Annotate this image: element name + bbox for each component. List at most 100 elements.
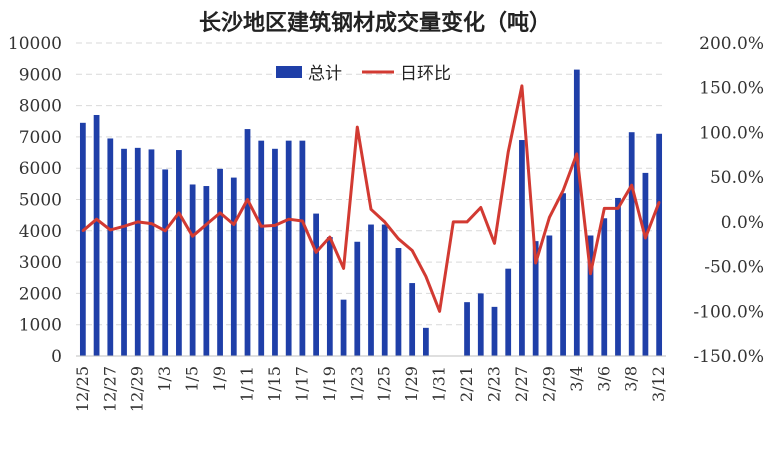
line-point [136, 220, 139, 224]
x-tick-label: 1/3 [155, 366, 174, 392]
x-tick-label: 12/27 [100, 366, 119, 412]
bar [176, 150, 182, 356]
line-point [150, 222, 153, 225]
legend-line-label: 日环比 [400, 64, 451, 84]
line-point [603, 207, 606, 210]
x-tick-label: 2/21 [457, 366, 476, 402]
bar [217, 168, 223, 356]
legend-bar-label: 总计 [308, 64, 342, 84]
bar [299, 140, 306, 356]
bar [203, 186, 210, 356]
bar [326, 237, 333, 356]
line-point [177, 211, 181, 215]
left-y-tick-label: 10000 [8, 34, 62, 54]
line-point [575, 152, 579, 156]
line-point [163, 229, 167, 232]
line-point [465, 220, 469, 224]
line-point [287, 217, 290, 221]
bar [656, 133, 663, 356]
line-series [81, 84, 661, 313]
left-y-tick-label: 5000 [19, 191, 62, 211]
x-tick-label: 1/9 [210, 366, 229, 392]
bar [368, 224, 374, 356]
right-y-axis: -150.0% -100.0% -50.0% 0.0% 50.0% 100.0% 150.0… [693, 34, 764, 367]
line-point [273, 224, 277, 227]
line-point [356, 125, 359, 129]
bar [587, 235, 594, 356]
bar [409, 283, 416, 356]
bar [628, 132, 635, 356]
right-y-tick-label: -50.0% [704, 258, 764, 278]
line-point [232, 223, 235, 226]
legend: 总计 日环比 [276, 64, 451, 84]
x-tick-label: 1/29 [402, 366, 421, 402]
bar [230, 177, 237, 356]
bar [615, 197, 621, 356]
x-tick-label: 3/12 [649, 366, 668, 402]
right-y-tick-label: 150.0% [699, 79, 764, 99]
left-y-tick-label: 0 [51, 347, 62, 367]
x-tick-label: 2/23 [485, 366, 504, 402]
bar [285, 140, 292, 356]
bar [423, 327, 429, 356]
bar [546, 235, 553, 356]
left-y-tick-label: 9000 [19, 65, 62, 85]
line-point [260, 225, 263, 228]
bar [464, 302, 470, 356]
x-tick-label: 2/29 [539, 366, 558, 402]
left-y-axis: 0 1000 2000 3000 4000 5000 6000 7000 8000 9000 100… [8, 34, 62, 367]
line-point [548, 216, 551, 219]
bar [560, 193, 566, 356]
line-point [383, 220, 386, 224]
line-point [424, 275, 428, 278]
bar [340, 299, 347, 356]
bar [642, 172, 649, 356]
x-tick-label: 1/31 [430, 366, 449, 402]
left-y-tick-label: 2000 [19, 284, 62, 304]
x-tick-label: 1/19 [320, 366, 339, 402]
bar [354, 241, 361, 356]
line-point [534, 261, 537, 265]
bar [107, 138, 114, 356]
right-y-tick-label: 200.0% [699, 34, 764, 54]
x-tick-label: 2/27 [512, 366, 531, 402]
bar [189, 184, 196, 356]
bar [258, 140, 265, 356]
x-axis: 12/25 12/27 12/29 1/3 1/5 1/9 1/11 1/15 1/17 1/19… [73, 355, 668, 412]
line-point [410, 249, 414, 252]
bar [601, 218, 608, 356]
line-point [493, 242, 496, 245]
line-point [81, 229, 85, 232]
left-y-tick-label: 4000 [19, 222, 62, 242]
bar [395, 248, 402, 356]
left-y-tick-label: 1000 [19, 316, 62, 336]
line-point [520, 84, 524, 88]
line-point [438, 310, 441, 313]
right-y-tick-label: -150.0% [693, 347, 764, 367]
bar [79, 122, 86, 356]
left-y-tick-label: 8000 [19, 97, 62, 117]
x-tick-label: 1/5 [183, 366, 202, 392]
line-point [328, 235, 332, 239]
line-point [342, 267, 345, 270]
line-point [644, 236, 647, 240]
right-y-tick-label: 100.0% [699, 123, 764, 143]
line-point [616, 207, 620, 210]
line-point [657, 200, 661, 204]
bar [244, 129, 251, 356]
bar [532, 241, 539, 356]
x-tick-label: 1/25 [375, 366, 394, 402]
x-tick-label: 12/25 [73, 366, 92, 412]
line-point [397, 237, 400, 241]
right-y-tick-label: -100.0% [693, 302, 764, 322]
bar-series [79, 69, 663, 357]
line-point [314, 251, 318, 254]
line-point [369, 208, 373, 211]
left-y-tick-label: 6000 [19, 159, 62, 179]
line-point [191, 234, 194, 238]
line-point [507, 150, 510, 154]
left-y-tick-label: 3000 [19, 253, 62, 273]
line-point [95, 217, 98, 221]
bar [477, 293, 484, 356]
